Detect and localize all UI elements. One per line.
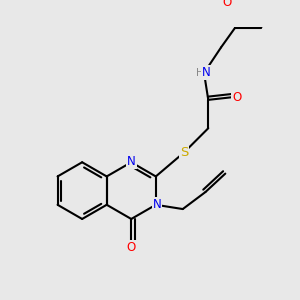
Text: N: N [152, 198, 161, 211]
Text: O: O [232, 91, 242, 103]
Text: N: N [127, 155, 136, 168]
Text: N: N [202, 66, 210, 80]
Text: O: O [223, 0, 232, 9]
Text: H: H [196, 68, 204, 78]
Text: O: O [127, 241, 136, 254]
Text: S: S [180, 146, 188, 159]
